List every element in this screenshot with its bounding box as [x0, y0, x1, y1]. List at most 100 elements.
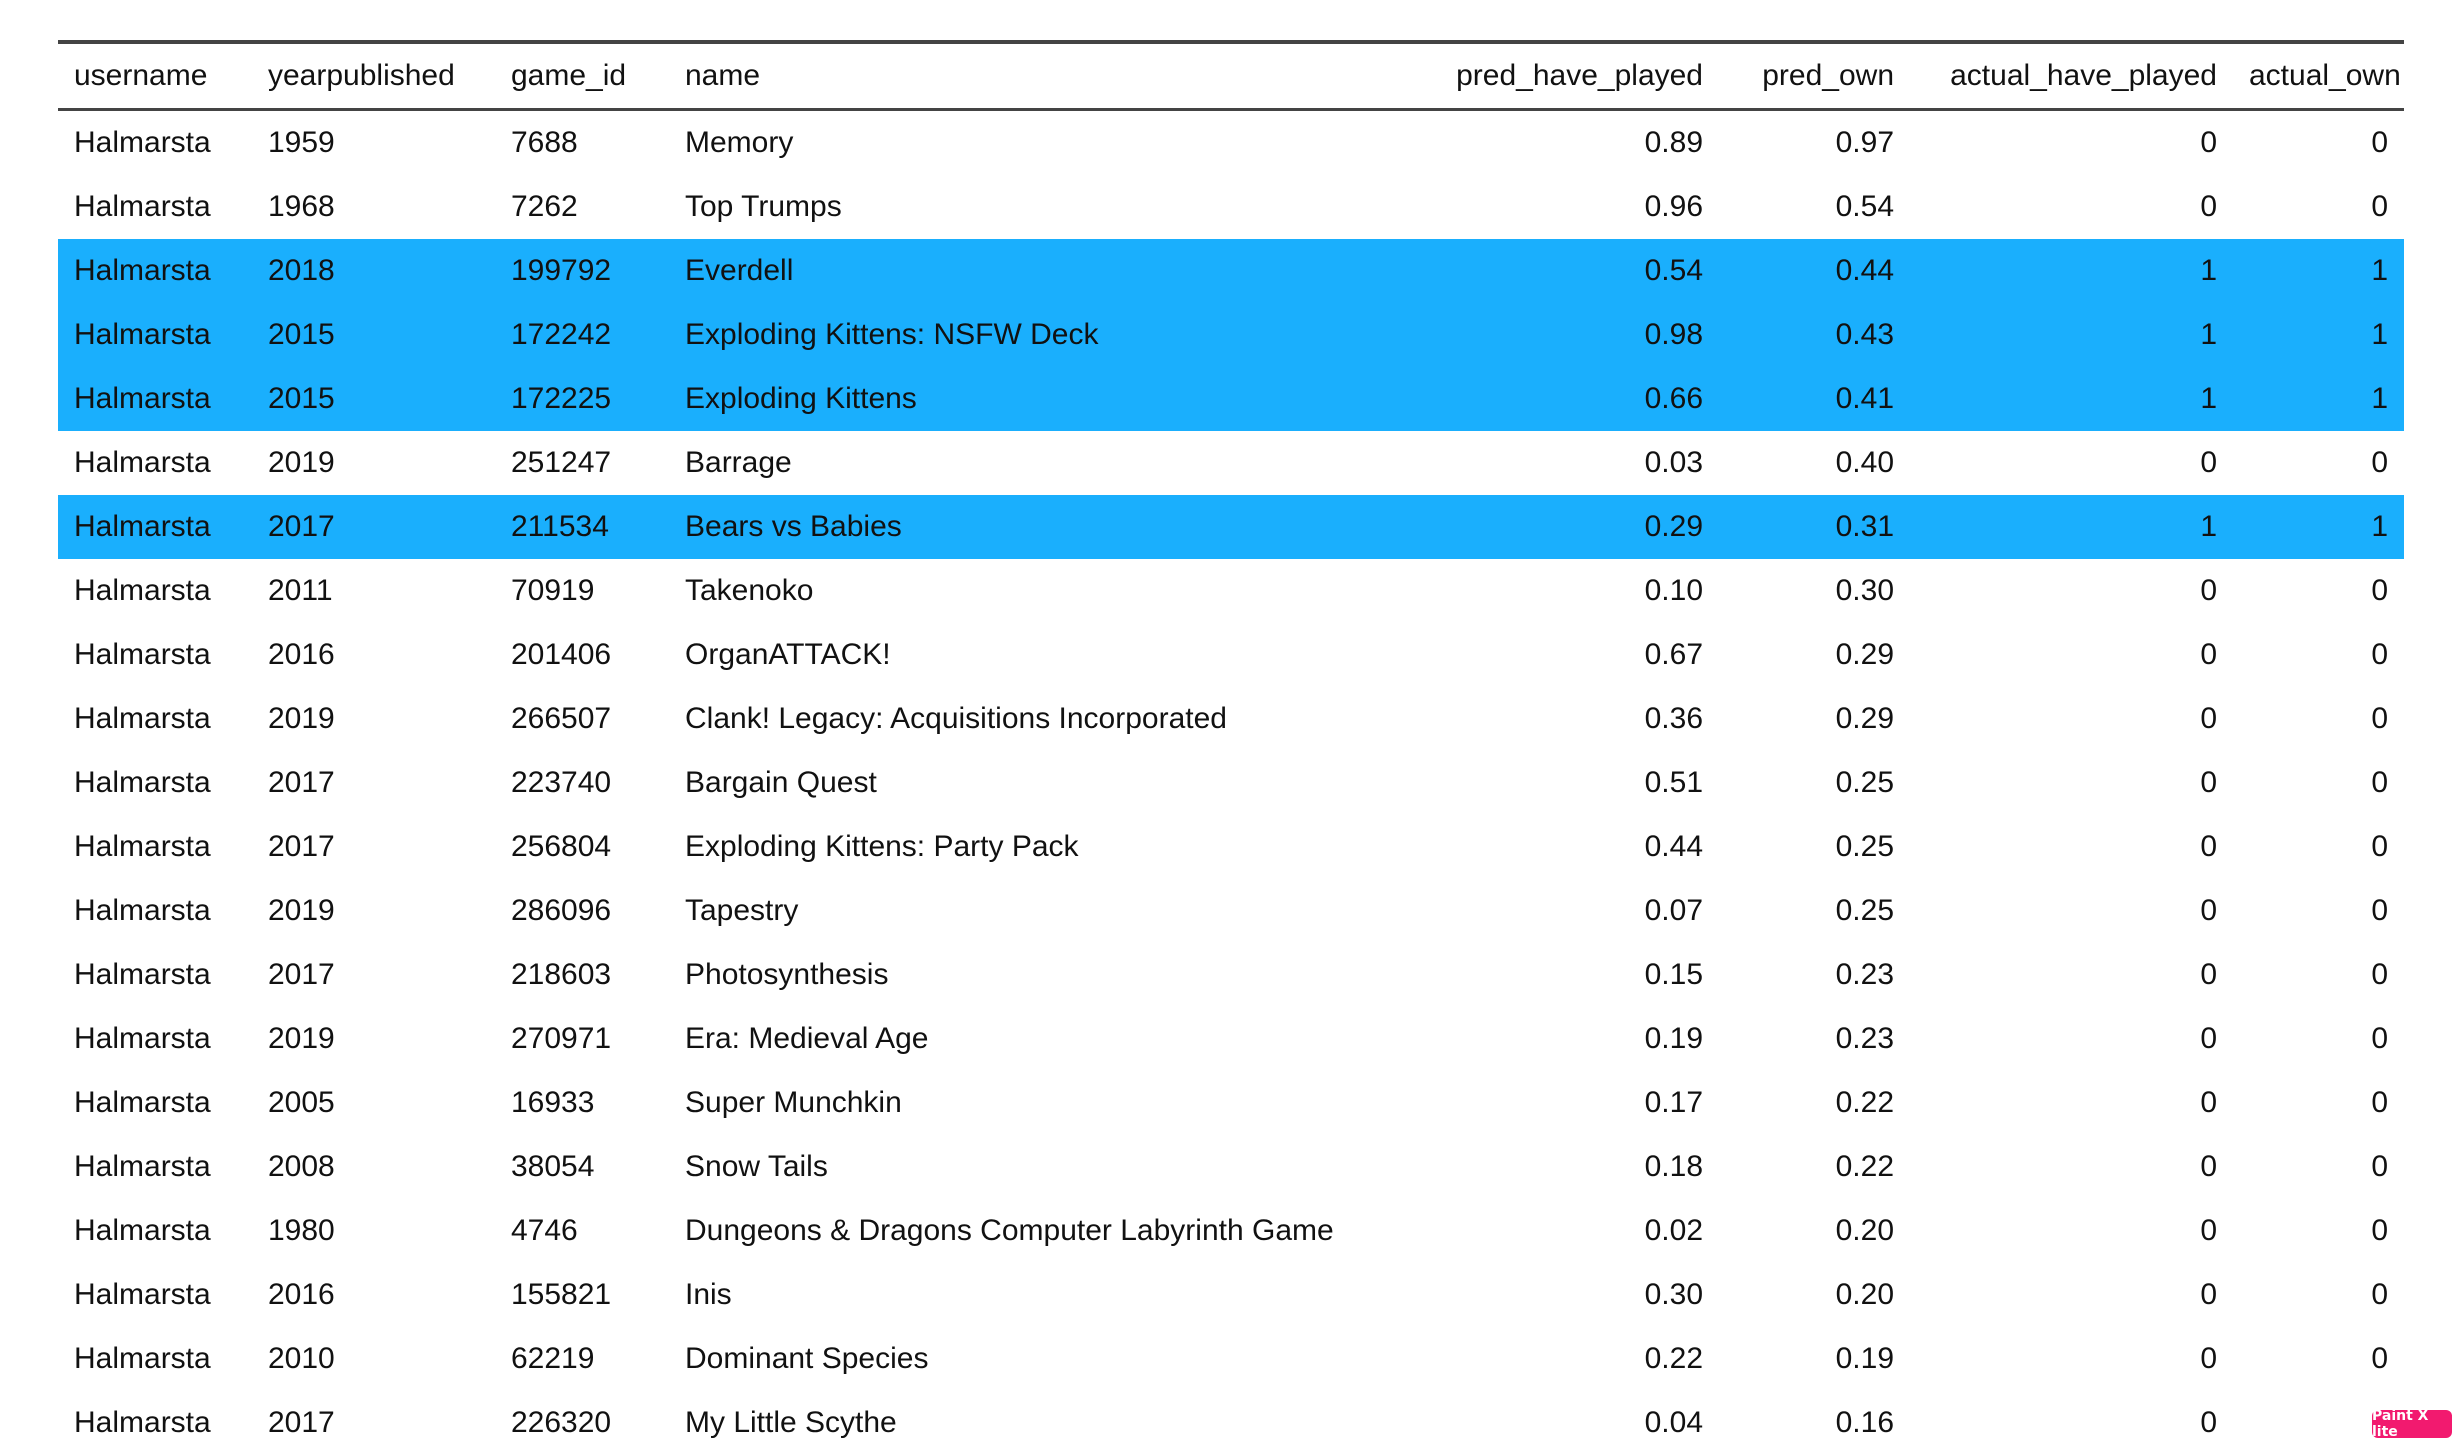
cell-pred-have-played: 0.54: [1355, 239, 1719, 303]
cell-actual-own: 0: [2371, 126, 2388, 159]
cell-actual-have-played: 1: [1910, 367, 2233, 431]
cell-yearpublished: 2015: [252, 367, 495, 431]
cell-actual-own: 0: [2371, 1022, 2388, 1055]
cell-pred-own: 0.16: [1835, 1406, 1894, 1439]
table-row: Halmarsta 1968 7262 Top Trumps 0.96 0.54 0 0: [58, 175, 2404, 239]
cell-actual-own: 0: [2371, 1086, 2388, 1119]
cell-actual-own: 0: [2371, 446, 2388, 479]
cell-pred-have-played: 0.07: [1644, 894, 1703, 927]
cell-pred-own: 0.54: [1835, 190, 1894, 223]
cell-game-id: 223740: [511, 766, 612, 799]
cell-name: Photosynthesis: [685, 958, 889, 991]
cell-actual-own: 0: [2371, 1342, 2388, 1375]
cell-yearpublished: 2019: [268, 894, 335, 927]
cell-actual-own: 1: [2233, 239, 2404, 303]
cell-yearpublished: 2015: [252, 303, 495, 367]
cell-username: Halmarsta: [74, 1406, 211, 1439]
cell-actual-own: 0: [2371, 702, 2388, 735]
cell-actual-own: 0: [2371, 958, 2388, 991]
cell-yearpublished: 2008: [268, 1150, 335, 1183]
cell-actual-have-played: 0: [2200, 446, 2217, 479]
column-header-yearpublished: yearpublished: [268, 59, 455, 92]
paint-x-lite-watermark: Paint X lite: [2372, 1408, 2452, 1440]
table-row: Halmarsta 2005 16933 Super Munchkin 0.17 0.22…: [58, 1071, 2404, 1135]
cell-game-id: 266507: [511, 702, 612, 735]
cell-pred-have-played: 0.15: [1644, 958, 1703, 991]
cell-pred-own: 0.25: [1835, 830, 1894, 863]
cell-pred-own: 0.25: [1835, 894, 1894, 927]
table-row: Halmarsta 2017 218603 Photosynthesis 0.15 0.2…: [58, 943, 2404, 1007]
cell-pred-have-played: 0.03: [1644, 446, 1703, 479]
cell-yearpublished: 2017: [268, 958, 335, 991]
cell-name: Clank! Legacy: Acquisitions Incorporated: [685, 702, 1227, 735]
cell-actual-have-played: 0: [2200, 894, 2217, 927]
cell-yearpublished: 1968: [268, 190, 335, 223]
table-row: Halmarsta 2017 223740 Bargain Quest 0.51 0.25…: [58, 751, 2404, 815]
cell-actual-have-played: 0: [2200, 1278, 2217, 1311]
column-header-username: username: [74, 59, 208, 92]
cell-yearpublished: 2016: [268, 1278, 335, 1311]
cell-yearpublished: 2016: [268, 638, 335, 671]
cell-game-id: 201406: [511, 638, 612, 671]
cell-actual-have-played: 1: [1910, 303, 2233, 367]
cell-pred-own: 0.31: [1719, 495, 1910, 559]
cell-pred-own: 0.25: [1835, 766, 1894, 799]
cell-username: Halmarsta: [74, 1022, 211, 1055]
cell-game-id: 38054: [511, 1150, 595, 1183]
table-row: Halmarsta 1980 4746 Dungeons & Dragons Comp…: [58, 1199, 2404, 1263]
cell-pred-own: 0.29: [1835, 638, 1894, 671]
cell-pred-own: 0.20: [1835, 1214, 1894, 1247]
cell-pred-own: 0.30: [1835, 574, 1894, 607]
cell-username: Halmarsta: [74, 190, 211, 223]
cell-game-id: 7262: [511, 190, 578, 223]
cell-name: Bears vs Babies: [669, 495, 1355, 559]
cell-game-id: 251247: [511, 446, 612, 479]
cell-actual-have-played: 0: [2200, 1086, 2217, 1119]
cell-name: Dungeons & Dragons Computer Labyrinth Ga…: [685, 1214, 1334, 1247]
cell-actual-have-played: 1: [1910, 239, 2233, 303]
cell-yearpublished: 2017: [268, 1406, 335, 1439]
cell-username: Halmarsta: [74, 1342, 211, 1375]
cell-name: Inis: [685, 1278, 732, 1311]
cell-actual-own: 0: [2371, 190, 2388, 223]
cell-username: Halmarsta: [58, 303, 252, 367]
table-row: Halmarsta 2015 172242 Exploding Kittens: NS…: [58, 303, 2404, 367]
table-row: Halmarsta 2018 199792 Everdell 0.54 0.44 1 1: [58, 239, 2404, 303]
table-header: username yearpublished game_id name pred_hav…: [58, 42, 2404, 110]
cell-game-id: 16933: [511, 1086, 595, 1119]
cell-pred-have-played: 0.02: [1644, 1214, 1703, 1247]
table-row: Halmarsta 2019 270971 Era: Medieval Age 0.19…: [58, 1007, 2404, 1071]
cell-game-id: 172225: [495, 367, 669, 431]
table-body: Halmarsta 1959 7688 Memory 0.89 0.97 0 0 Halmars…: [58, 110, 2404, 1444]
cell-yearpublished: 2018: [252, 239, 495, 303]
cell-username: Halmarsta: [74, 958, 211, 991]
cell-yearpublished: 2019: [268, 1022, 335, 1055]
cell-pred-own: 0.23: [1835, 1022, 1894, 1055]
cell-actual-have-played: 0: [2200, 126, 2217, 159]
cell-name: Tapestry: [685, 894, 799, 927]
cell-game-id: 211534: [495, 495, 669, 559]
table-row: Halmarsta 2019 286096 Tapestry 0.07 0.25 0 0: [58, 879, 2404, 943]
cell-game-id: 270971: [511, 1022, 612, 1055]
column-header-game-id: game_id: [511, 59, 627, 92]
cell-name: Top Trumps: [685, 190, 842, 223]
cell-yearpublished: 1980: [268, 1214, 335, 1247]
cell-game-id: 172242: [495, 303, 669, 367]
cell-pred-have-played: 0.51: [1644, 766, 1703, 799]
cell-actual-have-played: 0: [2200, 1342, 2217, 1375]
table-row: Halmarsta 2008 38054 Snow Tails 0.18 0.22 0 0: [58, 1135, 2404, 1199]
cell-pred-have-played: 0.98: [1355, 303, 1719, 367]
cell-pred-own: 0.43: [1719, 303, 1910, 367]
cell-actual-own: 0: [2371, 638, 2388, 671]
cell-username: Halmarsta: [74, 446, 211, 479]
cell-username: Halmarsta: [74, 702, 211, 735]
column-header-pred-have-played: pred_have_played: [1456, 59, 1703, 92]
cell-username: Halmarsta: [58, 239, 252, 303]
cell-yearpublished: 2017: [268, 830, 335, 863]
cell-actual-have-played: 0: [2200, 1022, 2217, 1055]
data-table: username yearpublished game_id name pred_hav…: [58, 40, 2404, 1444]
cell-actual-have-played: 0: [2200, 830, 2217, 863]
column-header-pred-own: pred_own: [1762, 59, 1894, 92]
table-row: Halmarsta 2011 70919 Takenoko 0.10 0.30 0 0: [58, 559, 2404, 623]
cell-actual-own: 1: [2233, 367, 2404, 431]
